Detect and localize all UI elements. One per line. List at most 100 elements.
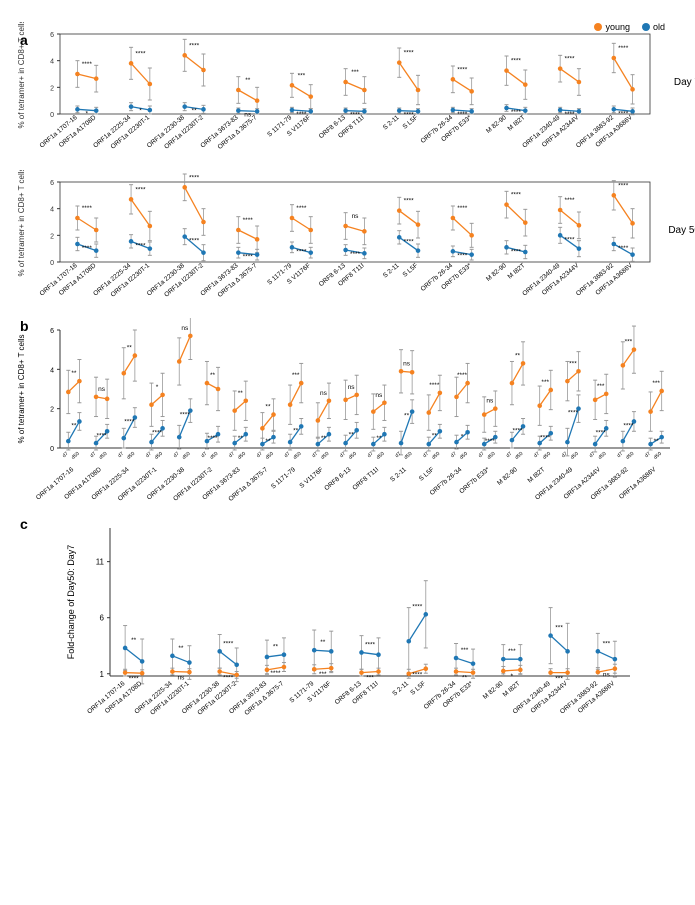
svg-text:***: *** bbox=[366, 675, 374, 682]
svg-text:****: **** bbox=[564, 56, 575, 63]
svg-text:d7: d7 bbox=[339, 451, 347, 459]
svg-text:M 82-90: M 82-90 bbox=[485, 262, 508, 283]
svg-text:****: **** bbox=[511, 58, 522, 65]
svg-text:d7: d7 bbox=[505, 451, 513, 459]
svg-text:d7: d7 bbox=[89, 451, 97, 459]
svg-text:***: *** bbox=[652, 380, 660, 387]
svg-text:M I82T: M I82T bbox=[527, 466, 547, 484]
svg-text:****: **** bbox=[243, 254, 254, 261]
svg-text:****: **** bbox=[243, 217, 254, 224]
svg-text:****: **** bbox=[223, 640, 234, 647]
panel-b: 0246% of tetramer+ in CD8+ T cells****d7… bbox=[10, 318, 695, 508]
svg-text:****: **** bbox=[296, 205, 307, 212]
svg-text:S 2-11: S 2-11 bbox=[391, 680, 410, 698]
svg-text:****: **** bbox=[135, 242, 146, 249]
svg-text:2: 2 bbox=[50, 233, 54, 240]
svg-text:**: ** bbox=[515, 352, 521, 359]
svg-text:d7: d7 bbox=[61, 451, 69, 459]
svg-text:d50: d50 bbox=[653, 451, 663, 461]
svg-text:Fold-change of Day50: Day7: Fold-change of Day50: Day7 bbox=[66, 545, 76, 660]
svg-text:d7: d7 bbox=[644, 451, 652, 459]
svg-text:ORF7b E33*: ORF7b E33* bbox=[458, 466, 491, 495]
svg-text:6: 6 bbox=[50, 328, 54, 335]
svg-text:d50: d50 bbox=[486, 451, 496, 461]
svg-text:ns: ns bbox=[348, 384, 356, 391]
svg-text:d50: d50 bbox=[265, 451, 275, 461]
svg-text:d50: d50 bbox=[181, 451, 191, 461]
svg-text:****: **** bbox=[135, 186, 146, 193]
svg-text:****: **** bbox=[180, 412, 191, 419]
svg-text:d7: d7 bbox=[477, 451, 485, 459]
svg-text:4: 4 bbox=[50, 367, 54, 374]
svg-text:****: **** bbox=[457, 252, 468, 259]
svg-text:d50: d50 bbox=[403, 451, 413, 461]
chart-a-day50: 0246% of tetramer+ in CD8+ T cells******… bbox=[10, 170, 680, 310]
svg-text:****: **** bbox=[207, 435, 218, 442]
svg-text:****: **** bbox=[135, 50, 146, 57]
svg-text:***: *** bbox=[625, 339, 633, 346]
svg-text:ns: ns bbox=[603, 672, 611, 679]
svg-text:d7: d7 bbox=[117, 451, 125, 459]
svg-text:M I82T: M I82T bbox=[507, 262, 527, 280]
svg-text:S L5F: S L5F bbox=[402, 262, 420, 279]
svg-text:****: **** bbox=[457, 66, 468, 73]
svg-text:**: ** bbox=[127, 345, 133, 352]
svg-text:S V1176F: S V1176F bbox=[298, 466, 324, 490]
svg-text:****: **** bbox=[404, 198, 415, 205]
svg-text:****: **** bbox=[124, 419, 135, 426]
svg-text:ns: ns bbox=[177, 675, 185, 682]
svg-text:d7: d7 bbox=[256, 451, 264, 459]
svg-text:**: ** bbox=[238, 435, 244, 442]
svg-text:****: **** bbox=[618, 45, 629, 52]
svg-text:****: **** bbox=[457, 372, 468, 379]
svg-text:****: **** bbox=[365, 641, 376, 648]
svg-text:d7: d7 bbox=[200, 451, 208, 459]
svg-text:**: ** bbox=[293, 427, 299, 434]
svg-text:****: **** bbox=[296, 248, 307, 255]
svg-text:ns: ns bbox=[352, 213, 360, 220]
svg-text:d50: d50 bbox=[320, 451, 330, 461]
svg-text:****: **** bbox=[412, 603, 423, 610]
svg-text:6: 6 bbox=[100, 614, 105, 623]
svg-text:d50: d50 bbox=[431, 451, 441, 461]
svg-text:***: *** bbox=[319, 671, 327, 678]
svg-text:**: ** bbox=[432, 432, 438, 439]
svg-text:**: ** bbox=[71, 370, 77, 377]
chart-a-day7: 0246% of tetramer+ in CD8+ T cells*****O… bbox=[10, 22, 680, 162]
svg-text:ORF8 T11I: ORF8 T11I bbox=[351, 466, 380, 492]
svg-text:ns: ns bbox=[320, 390, 328, 397]
svg-text:***: *** bbox=[597, 383, 605, 390]
svg-text:d7: d7 bbox=[145, 451, 153, 459]
svg-text:***: *** bbox=[298, 72, 306, 79]
svg-text:ORF8 6-13: ORF8 6-13 bbox=[323, 466, 352, 492]
svg-text:****: **** bbox=[350, 251, 361, 258]
svg-text:****: **** bbox=[564, 236, 575, 243]
svg-text:**: ** bbox=[404, 413, 410, 420]
svg-text:M 82-90: M 82-90 bbox=[482, 680, 505, 701]
svg-text:ns: ns bbox=[98, 386, 106, 393]
svg-text:**: ** bbox=[131, 637, 137, 644]
svg-text:d50: d50 bbox=[570, 451, 580, 461]
svg-text:S L5F: S L5F bbox=[409, 680, 427, 697]
svg-text:11: 11 bbox=[96, 558, 105, 567]
svg-text:****: **** bbox=[82, 61, 93, 68]
svg-text:****: **** bbox=[485, 438, 496, 445]
svg-text:% of tetramer+ in CD8+ T cells: % of tetramer+ in CD8+ T cells bbox=[17, 170, 26, 277]
svg-text:d7: d7 bbox=[366, 451, 374, 459]
svg-text:***: *** bbox=[461, 647, 469, 654]
svg-text:*: * bbox=[156, 384, 159, 391]
svg-text:***: *** bbox=[569, 360, 577, 367]
svg-text:d50: d50 bbox=[154, 451, 164, 461]
svg-text:**: ** bbox=[349, 431, 355, 438]
svg-text:d7: d7 bbox=[283, 451, 291, 459]
svg-text:**: ** bbox=[238, 390, 244, 397]
side-label-day50: Day 50 bbox=[668, 225, 695, 236]
svg-text:S 2-11: S 2-11 bbox=[382, 114, 401, 132]
svg-text:d7: d7 bbox=[228, 451, 236, 459]
svg-text:**: ** bbox=[376, 435, 382, 442]
svg-text:d50: d50 bbox=[459, 451, 469, 461]
svg-text:**: ** bbox=[321, 435, 327, 442]
svg-text:****: **** bbox=[511, 248, 522, 255]
svg-text:6: 6 bbox=[50, 32, 54, 39]
svg-text:****: **** bbox=[82, 205, 93, 212]
